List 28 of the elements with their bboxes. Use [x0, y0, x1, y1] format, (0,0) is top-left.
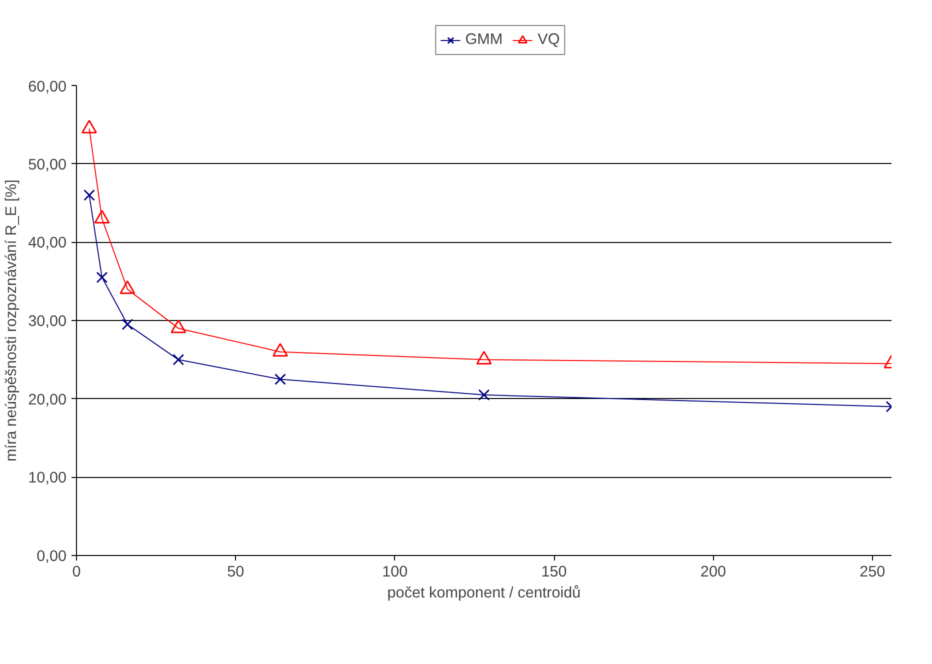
x-tick-label: 200: [700, 564, 726, 580]
point: [170, 320, 186, 334]
point: [122, 318, 134, 330]
y-tick-label: 10,00: [28, 470, 66, 487]
y-axis-title: míra neúspěšnosti rozpoznávání R_E [%]: [3, 179, 20, 462]
point: [478, 389, 490, 401]
point: [81, 120, 97, 134]
y-tick-label: 20,00: [28, 391, 66, 408]
legend-label: VQ: [538, 31, 560, 49]
x-tick-label: 150: [541, 564, 567, 580]
x-tick-label: 0: [72, 564, 81, 580]
y-tick-label: 60,00: [28, 78, 66, 96]
y-tick-label: 50,00: [28, 156, 66, 174]
point: [120, 280, 136, 294]
x-tick-label: 100: [382, 564, 408, 580]
point: [94, 210, 110, 224]
point: [96, 272, 108, 284]
y-tick-label: 40,00: [28, 234, 66, 252]
point: [274, 374, 286, 385]
x-tick-label: 250: [860, 564, 886, 580]
x-axis-title: počet komponent / centroidů: [387, 584, 581, 602]
legend-label: GMM: [465, 31, 503, 49]
point: [272, 343, 288, 357]
point: [172, 354, 184, 366]
x-tick-label: 50: [227, 564, 244, 580]
point: [84, 189, 95, 201]
y-tick-label: 0,00: [36, 548, 67, 565]
y-tick-label: 30,00: [28, 313, 66, 330]
